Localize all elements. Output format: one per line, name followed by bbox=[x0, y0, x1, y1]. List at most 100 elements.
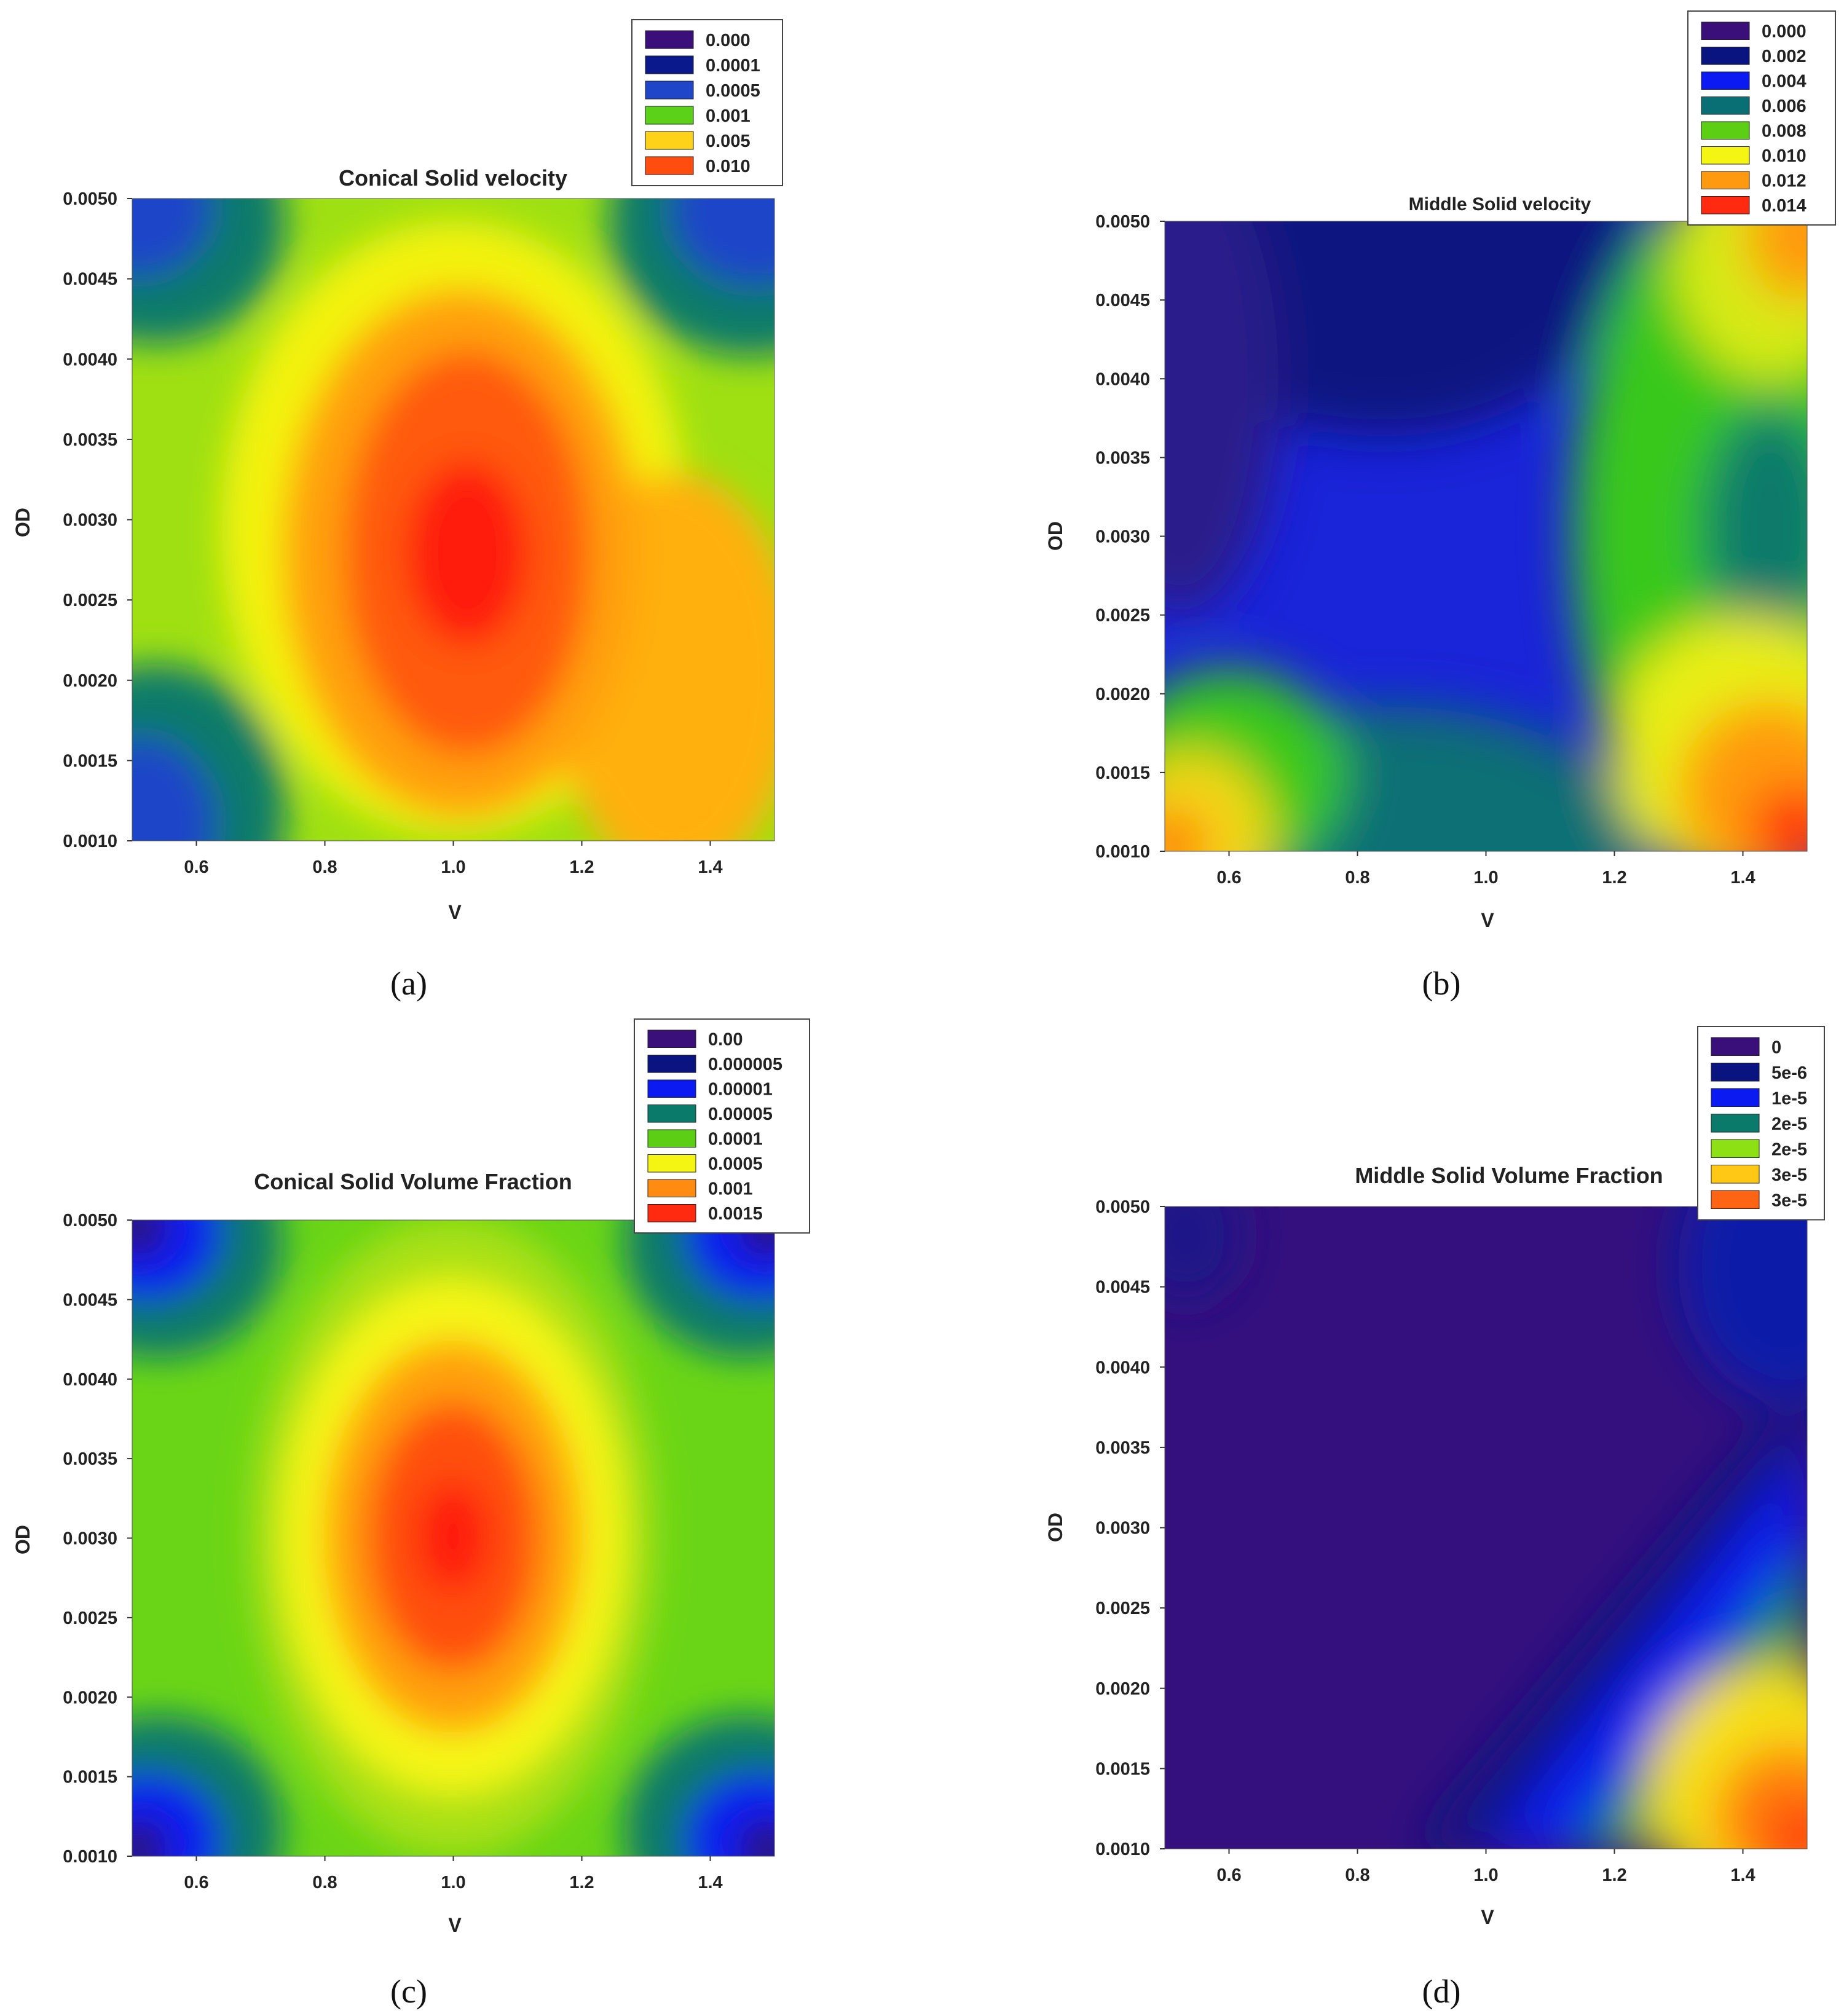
y-axis-label-c: OD bbox=[12, 1525, 34, 1554]
legend-label: 0 bbox=[1771, 1038, 1781, 1058]
legend-label: 0.010 bbox=[1762, 146, 1807, 166]
legend-swatch bbox=[645, 106, 694, 125]
y-tick-label: 0.0040 bbox=[1095, 369, 1150, 389]
y-tick-label: 0.0030 bbox=[63, 1529, 117, 1549]
y-ticks-b: 0.0010 0.0015 0.0020 0.0025 0.0030 0.0035 0.00… bbox=[1095, 212, 1165, 862]
chart-title-b: Middle Solid velocity bbox=[1409, 194, 1591, 215]
y-tick-label: 0.0020 bbox=[1095, 1679, 1150, 1699]
y-axis-label-d: OD bbox=[1044, 1513, 1066, 1542]
y-axis-label-b: OD bbox=[1044, 521, 1066, 551]
panel-b: Middle Solid velocity 0.6 0.8 1.0 1.2 1.4 0.… bbox=[1044, 10, 1836, 1002]
x-tick-label: 1.4 bbox=[698, 857, 722, 877]
x-tick-label: 1.2 bbox=[1602, 868, 1626, 888]
legend-swatch bbox=[1701, 146, 1750, 165]
x-axis-label-b: V bbox=[1481, 909, 1494, 931]
x-tick-label: 0.8 bbox=[1345, 1865, 1369, 1885]
legend-label: 3e-5 bbox=[1771, 1191, 1807, 1211]
x-tick-label: 1.0 bbox=[441, 1873, 465, 1892]
x-axis-label-c: V bbox=[448, 1914, 462, 1936]
x-tick-label: 1.2 bbox=[1602, 1865, 1626, 1885]
legend-label: 0.014 bbox=[1762, 196, 1807, 216]
legend-swatch bbox=[647, 1179, 696, 1197]
y-tick-label: 0.0045 bbox=[1095, 1278, 1150, 1297]
legend-swatch bbox=[1711, 1114, 1760, 1133]
legend-swatch bbox=[1711, 1190, 1760, 1209]
y-tick-label: 0.0030 bbox=[1095, 1519, 1150, 1538]
x-tick-label: 1.4 bbox=[1730, 1865, 1755, 1885]
y-axis-label-a: OD bbox=[12, 508, 34, 537]
legend-swatch bbox=[647, 1154, 696, 1173]
legend-swatch bbox=[1711, 1139, 1760, 1158]
y-tick-label: 0.0010 bbox=[1095, 1840, 1150, 1859]
y-tick-label: 0.0015 bbox=[63, 751, 117, 771]
legend-label: 0.001 bbox=[708, 1179, 753, 1199]
panel-d: Middle Solid Volume Fraction 0.6 0.8 1.0 1.… bbox=[1044, 1026, 1825, 2010]
legend-swatch bbox=[647, 1079, 696, 1098]
legend-swatch bbox=[1711, 1037, 1760, 1056]
x-tick-label: 1.0 bbox=[1473, 1865, 1498, 1885]
x-tick-label: 1.4 bbox=[698, 1873, 722, 1892]
x-tick-label: 0.8 bbox=[312, 857, 337, 877]
x-tick-label: 0.8 bbox=[312, 1873, 337, 1892]
y-tick-label: 0.0010 bbox=[63, 832, 117, 851]
x-axis-label-a: V bbox=[448, 901, 462, 923]
y-tick-label: 0.0010 bbox=[63, 1847, 117, 1867]
legend-label: 0.000005 bbox=[708, 1055, 782, 1074]
legend-box bbox=[1687, 10, 1836, 226]
y-ticks-d: 0.0010 0.0015 0.0020 0.0025 0.0030 0.0035 0.00… bbox=[1095, 1197, 1165, 1859]
x-tick-label: 1.0 bbox=[1473, 868, 1498, 888]
contour-field-d bbox=[1165, 1207, 1807, 1849]
legend-label: 1e-5 bbox=[1771, 1089, 1807, 1109]
legend-label: 0.0001 bbox=[708, 1130, 763, 1149]
panel-a: Conical Solid velocity 0.6 0.8 1.0 1.2 1.4 0… bbox=[12, 19, 783, 1002]
legend-swatch bbox=[645, 30, 694, 49]
y-tick-label: 0.0025 bbox=[63, 1608, 117, 1628]
legend-swatch bbox=[1711, 1088, 1760, 1107]
y-tick-label: 0.0040 bbox=[63, 350, 117, 369]
legend-label: 3e-5 bbox=[1771, 1165, 1807, 1185]
legend-label: 0.012 bbox=[1762, 171, 1807, 191]
caption-d: (d) bbox=[1422, 1973, 1461, 2010]
y-tick-label: 0.0040 bbox=[1095, 1358, 1150, 1377]
y-ticks-a: 0.0010 0.0015 0.0020 0.0025 0.0030 0.0035 0.00… bbox=[63, 189, 132, 851]
legend-label: 0.005 bbox=[706, 132, 751, 151]
legend-swatch bbox=[645, 156, 694, 175]
legend-box bbox=[634, 1018, 810, 1234]
y-tick-label: 0.0025 bbox=[1095, 1599, 1150, 1618]
x-tick-label: 0.6 bbox=[184, 1873, 208, 1892]
y-tick-label: 0.0030 bbox=[1095, 527, 1150, 547]
x-ticks-a: 0.6 0.8 1.0 1.2 1.4 bbox=[184, 841, 723, 877]
legend-label: 2e-5 bbox=[1771, 1140, 1807, 1160]
legend-swatch bbox=[1701, 22, 1750, 40]
x-tick-label: 1.4 bbox=[1730, 868, 1755, 888]
contour-field-b bbox=[1165, 221, 1807, 851]
legend-swatch bbox=[645, 81, 694, 100]
legend-swatch bbox=[645, 55, 694, 74]
chart-title-a: Conical Solid velocity bbox=[339, 165, 567, 191]
legend-swatch bbox=[1701, 196, 1750, 215]
legend-label: 0.0015 bbox=[708, 1204, 763, 1224]
legend-swatch bbox=[647, 1055, 696, 1073]
x-tick-label: 0.6 bbox=[184, 857, 208, 877]
x-ticks-d: 0.6 0.8 1.0 1.2 1.4 bbox=[1216, 1849, 1755, 1885]
legend-label: 0.004 bbox=[1762, 72, 1807, 92]
legend-swatch bbox=[1701, 171, 1750, 189]
legend-label: 0.006 bbox=[1762, 96, 1807, 116]
panel-c: Conical Solid Volume Fraction 0.6 0.8 1.0 1… bbox=[12, 1018, 810, 2010]
legend-swatch bbox=[1701, 121, 1750, 140]
legend-label: 0.008 bbox=[1762, 122, 1807, 141]
legend-label: 0.010 bbox=[706, 157, 751, 176]
legend-swatch bbox=[1701, 96, 1750, 115]
legend-label: 0.002 bbox=[1762, 47, 1807, 66]
legend-swatch bbox=[647, 1129, 696, 1148]
legend-label: 0.0005 bbox=[706, 81, 760, 101]
legend-label: 0.00 bbox=[708, 1030, 743, 1050]
legend-swatch bbox=[647, 1104, 696, 1123]
y-tick-label: 0.0050 bbox=[63, 1211, 117, 1230]
y-tick-label: 0.0035 bbox=[1095, 1438, 1150, 1458]
legend-label: 0.0005 bbox=[708, 1154, 763, 1174]
y-tick-label: 0.0025 bbox=[1095, 606, 1150, 626]
legend-label: 0.00001 bbox=[708, 1080, 773, 1100]
legend-swatch bbox=[1711, 1063, 1760, 1082]
x-axis-label-d: V bbox=[1481, 1906, 1494, 1928]
